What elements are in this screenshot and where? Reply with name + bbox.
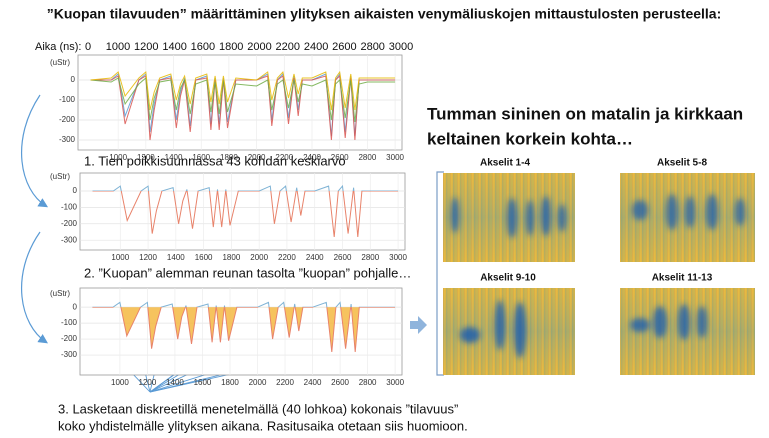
- y-tick-label: -300: [59, 135, 76, 144]
- x-tick-label: 2800: [358, 153, 376, 162]
- x-tick-label: 1600: [192, 153, 210, 162]
- line: [90, 76, 396, 123]
- x-tick-label: 1200: [139, 378, 157, 387]
- x-tick-label: 1000: [111, 378, 129, 387]
- y-tick-label: -300: [61, 235, 78, 244]
- time-axis-tick: 1800: [219, 41, 243, 53]
- x-tick-label: 2000: [250, 253, 268, 262]
- time-axis-label: Aika (ns):: [35, 41, 81, 53]
- line: [90, 74, 396, 141]
- time-axis-tick: 2800: [360, 41, 384, 53]
- time-axis-tick: 2200: [276, 41, 300, 53]
- time-axis-tick: 0: [85, 41, 91, 53]
- y-tick-label: -100: [59, 95, 76, 104]
- x-tick-label: 2400: [306, 253, 324, 262]
- x-tick-label: 2600: [334, 253, 352, 262]
- note: koko yhdistelmälle ylityksen aikana. Ras…: [58, 418, 468, 433]
- time-axis-tick: 2600: [332, 41, 356, 53]
- y-tick-label: -200: [59, 115, 76, 124]
- x-tick-label: 2000: [249, 378, 267, 387]
- slide-title: ”Kuopan tilavuuden” määrittäminen ylityk…: [47, 6, 722, 22]
- time-axis-tick: 1600: [191, 41, 215, 53]
- x-tick-label: 2200: [278, 253, 296, 262]
- plot-frame: [79, 287, 403, 376]
- line-positive: [92, 184, 399, 192]
- heatmap-label: Akselit 5-8: [657, 158, 707, 169]
- heatmap-label: Akselit 1-4: [480, 158, 530, 169]
- y-tick-label: 0: [73, 186, 78, 195]
- x-tick-label: 1200: [137, 153, 155, 162]
- x-tick-label: 1400: [165, 153, 183, 162]
- x-tick-label: 2000: [248, 153, 266, 162]
- x-tick-label: 2600: [331, 153, 349, 162]
- x-tick-label: 1000: [111, 253, 129, 262]
- y-tick-label: -300: [61, 350, 78, 359]
- chart: (uStr)0 -100 -200 -300 1000 1200 1400 1600 1800 2…: [50, 287, 405, 387]
- time-axis-tick: 1000: [106, 41, 130, 53]
- y-tick-label: -200: [61, 219, 78, 228]
- time-axis-tick: 2400: [304, 41, 328, 53]
- y-tick-label: 0: [71, 75, 76, 84]
- x-tick-label: 2400: [303, 153, 321, 162]
- time-axis: Aika (ns): 0 1000 1200 1400 1600 1800 2000 2200 2…: [35, 41, 413, 53]
- x-tick-label: 1600: [194, 378, 212, 387]
- x-tick-label: 1200: [139, 253, 157, 262]
- plot-frame: [79, 172, 406, 251]
- heatmap: [620, 288, 755, 375]
- chart: (uStr)0 -100 -200 -300 1000 1200 1400 1600 1800 2…: [50, 172, 408, 262]
- x-tick-label: 1400: [166, 378, 184, 387]
- note: 3. Lasketaan diskreetillä menetelmällä (…: [58, 401, 458, 416]
- x-tick-label: 2200: [276, 378, 294, 387]
- y-tick-label: -200: [61, 334, 78, 343]
- heatmap: [620, 173, 755, 262]
- unit-label: (uStr): [50, 58, 70, 67]
- headline: Tumman sininen on matalin ja kirkkaan: [427, 104, 743, 123]
- line-negative: [92, 191, 399, 237]
- unit-label: (uStr): [50, 289, 70, 298]
- heatmap: [443, 173, 575, 262]
- x-tick-label: 1000: [109, 153, 127, 162]
- y-tick-label: -100: [61, 318, 78, 327]
- x-tick-label: 1800: [221, 378, 239, 387]
- x-tick-label: 3000: [389, 253, 407, 262]
- unit-label: (uStr): [50, 172, 70, 181]
- time-axis-tick: 3000: [389, 41, 413, 53]
- x-tick-label: 1800: [220, 153, 238, 162]
- x-tick-label: 1600: [195, 253, 213, 262]
- flow-arrow: [20, 231, 49, 344]
- time-axis-tick: 1400: [162, 41, 186, 53]
- chart: (uStr)0 -100 -200 -300 1000 1200 1400 1600 1800 2…: [50, 54, 405, 162]
- flow-arrow: [20, 94, 49, 208]
- x-tick-label: 2400: [304, 378, 322, 387]
- line: [90, 70, 396, 111]
- time-axis-tick: 2000: [247, 41, 271, 53]
- x-tick-label: 3000: [386, 153, 404, 162]
- y-tick-label: -100: [61, 203, 78, 212]
- x-tick-label: 2800: [359, 378, 377, 387]
- heatmap: [443, 288, 575, 375]
- time-axis-tick: 1200: [134, 41, 158, 53]
- arrow: [410, 316, 427, 334]
- heatmaps: Akselit 1-4 Akselit 5-8 Akselit 9-10 Aks…: [443, 158, 755, 375]
- caption: 2. ”Kuopan” alemman reunan tasolta ”kuop…: [84, 265, 411, 280]
- heatmap-label: Akselit 11-13: [652, 273, 713, 284]
- x-tick-label: 3000: [386, 378, 404, 387]
- caption: 1. Tien poikkisuunnassa 43 kohdan keskia…: [84, 153, 346, 168]
- heatmap-label: Akselit 9-10: [480, 273, 536, 284]
- x-tick-label: 2800: [361, 253, 379, 262]
- line-negative: [92, 307, 396, 352]
- x-tick-label: 1400: [167, 253, 185, 262]
- x-tick-label: 1800: [222, 253, 240, 262]
- x-tick-label: 2200: [275, 153, 293, 162]
- line-positive: [92, 301, 396, 308]
- area: [92, 307, 396, 352]
- bracket: [436, 171, 444, 376]
- y-tick-label: 0: [73, 302, 78, 311]
- x-tick-label: 2600: [331, 378, 349, 387]
- headline: keltainen korkein kohta…: [427, 129, 633, 148]
